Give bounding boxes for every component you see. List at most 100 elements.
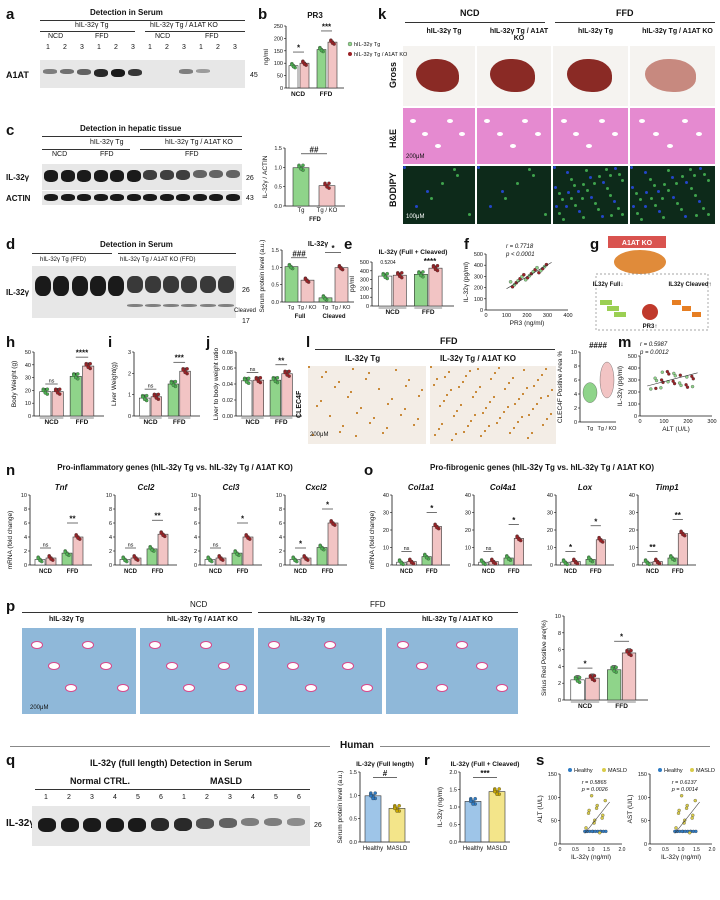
clec4f-stain — [530, 431, 533, 434]
s-legend-2: MASLD — [608, 768, 627, 774]
blot-band — [83, 818, 102, 832]
s-left-fit — [584, 801, 610, 834]
s-right-point — [685, 803, 689, 808]
f-xtick: 0 — [484, 313, 487, 319]
s-left-tick-label: 100 — [548, 795, 557, 801]
clec4f-stain — [475, 390, 478, 393]
r-title: IL-32γ (Full + Cleaved) — [451, 761, 520, 768]
f-p: p < 0.0001 — [505, 252, 535, 258]
clec4f-stain — [455, 433, 458, 436]
k-image — [403, 46, 475, 106]
clec4f-stain — [540, 373, 543, 376]
b-bar — [288, 65, 299, 89]
o-gene-0-tick-label: 30 — [383, 511, 389, 517]
l-xtick: Tg — [587, 426, 593, 432]
n-gene-3-tick-label: 6 — [279, 521, 282, 527]
j-point — [271, 377, 276, 381]
p-image — [386, 628, 518, 714]
bodipy-droplet — [648, 177, 652, 181]
n-gene-3-bar — [327, 522, 339, 566]
blot-band — [60, 818, 79, 832]
clec4f-stain — [372, 416, 375, 419]
he-vessel — [509, 143, 516, 148]
clec4f-stain — [382, 432, 385, 435]
q-point — [395, 809, 399, 813]
clec4f-stain — [461, 380, 464, 383]
panel-label-d: d — [6, 236, 16, 253]
lane-label: 6 — [159, 794, 163, 801]
m-point — [671, 379, 675, 383]
clec4f-stain — [533, 384, 536, 387]
panel-label-b: b — [258, 6, 268, 23]
o-gene-2-xgroup: NCD — [564, 569, 578, 575]
f-point — [508, 280, 513, 284]
k-image — [553, 108, 628, 164]
sirius-vessel — [342, 662, 355, 671]
lane-label: 1 — [46, 44, 50, 51]
bodipy-droplet — [558, 211, 562, 215]
blot-band — [93, 170, 108, 182]
bodipy-droplet — [681, 174, 684, 178]
n-gene-2-point — [219, 557, 223, 561]
c-ncd-1: NCD — [52, 151, 68, 158]
clec4f-stain — [518, 397, 521, 400]
m-point — [660, 370, 664, 374]
q-marker: 26 — [314, 822, 322, 829]
h-bar — [82, 365, 95, 417]
bodipy-droplet — [706, 212, 710, 216]
n-gene: Ccl2 — [138, 483, 155, 492]
m-tick-label: 100 — [628, 402, 637, 408]
p-tick-label: 8 — [558, 631, 561, 637]
m-point — [649, 387, 653, 391]
clec4f-stain — [316, 405, 319, 407]
m-point — [659, 386, 663, 390]
c-tick-label: 0.5 — [274, 185, 282, 191]
k-image — [403, 166, 475, 224]
o-gene-1-point — [517, 537, 521, 542]
m-point — [672, 371, 676, 376]
lane-label: 1 — [148, 44, 152, 51]
o-gene-2-point — [563, 561, 568, 566]
i-tick-label: 0 — [128, 414, 131, 420]
k-image — [553, 166, 628, 224]
bodipy-droplet — [577, 210, 581, 214]
e-ylabel: pg/ml — [349, 276, 356, 292]
m-point — [684, 383, 688, 387]
clec4f-stain — [509, 432, 512, 435]
bodipy-droplet — [601, 214, 604, 218]
c-point — [327, 181, 331, 186]
lane-label: 3 — [90, 794, 94, 801]
k-col-label: hIL-32γ Tg / A1AT KO — [642, 28, 713, 35]
he-vessel — [611, 131, 618, 136]
clec4f-stain — [521, 392, 524, 395]
h-point — [53, 388, 58, 393]
o-gene-3-point — [645, 561, 650, 566]
bodipy-droplet — [601, 181, 605, 185]
bodipy-droplet — [609, 193, 613, 197]
s-legend-dot — [658, 768, 662, 772]
p-bar — [607, 669, 622, 701]
d-group1: hIL-32γ Tg (FFD) — [40, 257, 87, 263]
he-vessel — [696, 131, 703, 136]
o-gene-3-tick-label: 40 — [629, 493, 635, 499]
clec4f-stain — [469, 369, 472, 372]
panel-label-n: n — [6, 462, 16, 479]
clec4f-stain — [537, 379, 540, 382]
a-ncd-2: NCD — [155, 33, 171, 40]
clec4f-stain — [442, 399, 445, 402]
j-xgroup: NCD — [245, 419, 259, 426]
blot-band — [163, 304, 180, 307]
bodipy-droplet — [643, 204, 647, 208]
clec4f-stain — [436, 378, 439, 381]
o-gene-0-xgroup: NCD — [400, 569, 414, 575]
s-left-point — [601, 813, 605, 817]
bodipy-droplet — [456, 174, 460, 178]
a-marker: 45 — [250, 72, 258, 79]
clec4f-stain — [547, 394, 550, 397]
panel-label-f: f — [464, 236, 469, 253]
j-ylabel: Liver to body weight ratio — [213, 347, 220, 420]
n-gene-2-tick-label: 0 — [194, 563, 197, 569]
blot-band — [126, 304, 143, 307]
b-tick-label: 250 — [274, 24, 283, 30]
